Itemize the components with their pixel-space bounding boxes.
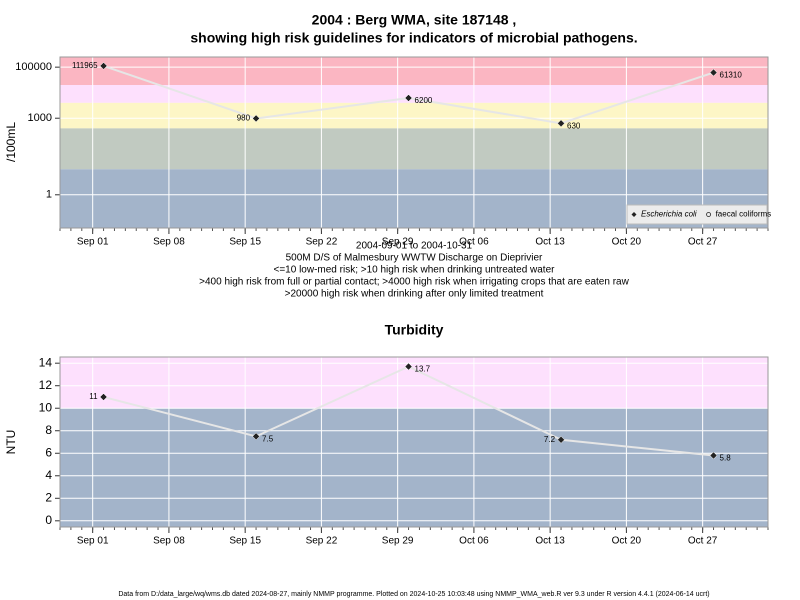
data-point (404, 94, 413, 102)
data-label: 5.8 (720, 454, 732, 463)
x-tick-label: Oct 06 (459, 237, 489, 248)
y-axis-label: NTU (4, 430, 18, 455)
chart-title: 2004 : Berg WMA, site 187148 , (312, 12, 517, 28)
plot-frame (59, 56, 769, 229)
data-label: 6200 (415, 96, 433, 105)
data-label: 980 (237, 114, 251, 123)
risk-band (60, 102, 768, 129)
data-point (252, 114, 260, 123)
risk-band (60, 57, 768, 86)
legend-label: Escherichia coli (641, 210, 697, 219)
x-tick-label: Oct 20 (612, 536, 642, 547)
legend-label: faecal coliforms (716, 210, 772, 219)
legend-marker (706, 212, 711, 217)
y-tick-label: 10 (39, 400, 53, 414)
y-tick-label: 6 (45, 445, 52, 459)
y-tick-label: 4 (45, 468, 52, 482)
x-tick-label: Oct 27 (688, 536, 718, 547)
note: 2004-09-01 to 2004-10-31 (356, 241, 473, 252)
data-label: 11 (89, 392, 98, 401)
chart-subtitle: showing high risk guidelines for indicat… (190, 30, 637, 46)
data-point (404, 362, 413, 371)
x-tick-label: Oct 06 (459, 536, 489, 547)
y-tick-label: 12 (39, 378, 53, 392)
x-tick-label: Sep 22 (306, 237, 338, 248)
x-tick-label: Sep 29 (382, 237, 414, 248)
data-label: 13.7 (415, 365, 431, 374)
footer: Data from D:/data_large/wq/wms.db dated … (118, 591, 709, 598)
note: <=10 low-med risk; >10 high risk when dr… (274, 265, 556, 276)
x-tick-label: Oct 27 (688, 237, 718, 248)
x-tick-label: Sep 22 (306, 536, 338, 547)
risk-band (60, 408, 768, 527)
note: 500M D/S of Malmesbury WWTW Discharge on… (286, 253, 543, 264)
data-label: 630 (567, 121, 581, 130)
x-tick-label: Oct 13 (535, 237, 565, 248)
data-point (252, 432, 260, 441)
data-label: 61310 (720, 71, 743, 80)
data-point (709, 68, 718, 77)
data-point (557, 119, 565, 128)
data-label: 111965 (72, 61, 98, 70)
data-point (557, 435, 565, 444)
plot-frame (59, 356, 769, 528)
risk-band (60, 128, 768, 170)
risk-band (60, 357, 768, 409)
y-tick-label: 1000 (28, 112, 52, 124)
y-tick-label: 2 (45, 490, 52, 504)
x-tick-label: Sep 01 (77, 536, 109, 547)
legend-marker (631, 212, 637, 217)
x-tick-label: Sep 15 (229, 237, 261, 248)
y-tick-label: 1 (46, 189, 52, 201)
x-tick-label: Sep 08 (153, 536, 185, 547)
legend-box (626, 204, 768, 225)
chart-title: Turbidity (385, 322, 444, 338)
x-tick-label: Oct 13 (535, 536, 565, 547)
data-point (99, 62, 108, 70)
data-label: 7.5 (262, 434, 274, 443)
y-axis-label: /100mL (4, 122, 18, 162)
y-tick-label: 8 (45, 423, 52, 437)
x-tick-label: Sep 15 (229, 536, 261, 547)
note: >20000 high risk when drinking after onl… (285, 289, 544, 300)
x-tick-label: Sep 01 (77, 237, 109, 248)
y-tick-label: 0 (45, 513, 52, 527)
y-tick-label: 14 (39, 355, 53, 369)
x-tick-label: Oct 20 (612, 237, 642, 248)
note: >400 high risk from full or partial cont… (199, 277, 629, 288)
data-point (99, 393, 108, 401)
x-tick-label: Sep 08 (153, 237, 185, 248)
y-tick-label: 100000 (15, 61, 52, 73)
data-point (709, 451, 718, 460)
x-tick-label: Sep 29 (382, 536, 414, 547)
risk-band (60, 85, 768, 103)
data-label: 7.2 (544, 435, 556, 444)
